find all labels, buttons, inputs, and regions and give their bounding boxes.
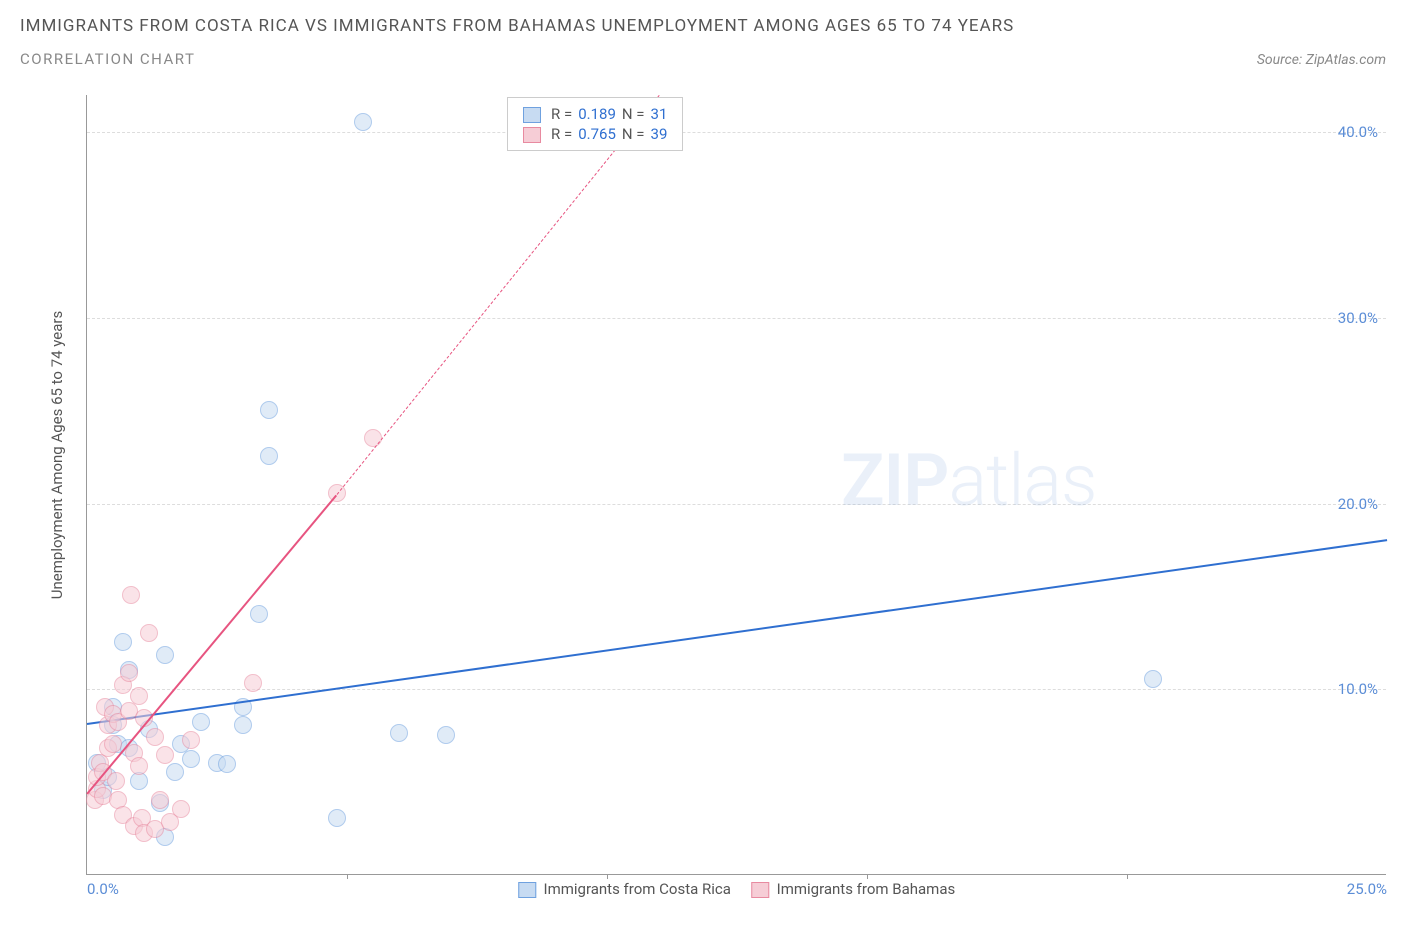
- chart-title: IMMIGRANTS FROM COSTA RICA VS IMMIGRANTS…: [20, 16, 1386, 36]
- legend-item: Immigrants from Costa Rica: [518, 880, 731, 898]
- data-point: [250, 605, 268, 623]
- data-point: [182, 750, 200, 768]
- data-point: [437, 726, 455, 744]
- source-prefix: Source:: [1257, 52, 1306, 68]
- legend-n-value: 39: [648, 124, 671, 144]
- y-tick-label: 40.0%: [1338, 123, 1378, 141]
- data-point: [130, 687, 148, 705]
- data-point: [146, 728, 164, 746]
- data-point: [156, 746, 174, 764]
- data-point: [156, 646, 174, 664]
- legend-n-value: 31: [648, 104, 671, 124]
- x-tick-mark: [347, 874, 348, 879]
- data-point: [122, 586, 140, 604]
- y-tick-label: 30.0%: [1338, 309, 1378, 327]
- data-point: [260, 401, 278, 419]
- data-point: [151, 791, 169, 809]
- y-tick-label: 10.0%: [1338, 680, 1378, 698]
- chart-subtitle: CORRELATION CHART: [20, 50, 195, 68]
- stats-legend: R =0.189N =31 R =0.765N =39: [507, 97, 683, 151]
- legend-r-value: 0.765: [575, 124, 619, 144]
- data-point: [364, 429, 382, 447]
- data-point: [140, 624, 158, 642]
- data-point: [218, 755, 236, 773]
- legend-n-label: N =: [619, 124, 648, 144]
- trend-line: [87, 539, 1387, 725]
- x-tick-mark: [607, 874, 608, 879]
- legend-r-value: 0.189: [575, 104, 619, 124]
- legend-r-label: R =: [548, 104, 575, 124]
- x-tick-label: 25.0%: [1347, 880, 1387, 898]
- legend-label: Immigrants from Costa Rica: [543, 880, 730, 898]
- x-tick-label: 0.0%: [87, 880, 119, 898]
- data-point: [354, 113, 372, 131]
- legend-item: Immigrants from Bahamas: [751, 880, 955, 898]
- legend-swatch: [751, 882, 769, 898]
- y-tick-label: 20.0%: [1338, 495, 1378, 513]
- x-tick-mark: [1127, 874, 1128, 879]
- data-point: [260, 447, 278, 465]
- data-point: [172, 800, 190, 818]
- data-point: [104, 735, 122, 753]
- gridline: [87, 132, 1386, 133]
- legend-swatch: [518, 882, 536, 898]
- data-point: [328, 809, 346, 827]
- gridline: [87, 318, 1386, 319]
- trend-line: [336, 95, 659, 495]
- gridline: [87, 504, 1386, 505]
- data-point: [107, 772, 125, 790]
- data-point: [182, 731, 200, 749]
- data-point: [234, 716, 252, 734]
- data-point: [166, 763, 184, 781]
- data-point: [244, 674, 262, 692]
- source-name: ZipAtlas.com: [1306, 52, 1386, 68]
- data-point: [1144, 670, 1162, 688]
- watermark: ZIPatlas: [841, 438, 1097, 523]
- data-point: [192, 713, 210, 731]
- legend-n-label: N =: [619, 104, 648, 124]
- scatter-plot: 10.0%20.0%30.0%40.0%0.0%25.0%ZIPatlasR =…: [86, 95, 1386, 875]
- chart-header: IMMIGRANTS FROM COSTA RICA VS IMMIGRANTS…: [0, 0, 1406, 68]
- series-legend: Immigrants from Costa Rica Immigrants fr…: [508, 880, 965, 898]
- legend-r-label: R =: [548, 124, 575, 144]
- data-point: [120, 664, 138, 682]
- data-point: [130, 757, 148, 775]
- data-point: [114, 633, 132, 651]
- data-point: [390, 724, 408, 742]
- y-axis-label: Unemployment Among Ages 65 to 74 years: [48, 311, 66, 599]
- subtitle-row: CORRELATION CHART Source: ZipAtlas.com: [20, 50, 1386, 68]
- chart-area: Unemployment Among Ages 65 to 74 years 1…: [60, 95, 1390, 895]
- legend-label: Immigrants from Bahamas: [777, 880, 956, 898]
- x-tick-mark: [867, 874, 868, 879]
- source-attribution: Source: ZipAtlas.com: [1257, 52, 1386, 68]
- gridline: [87, 689, 1386, 690]
